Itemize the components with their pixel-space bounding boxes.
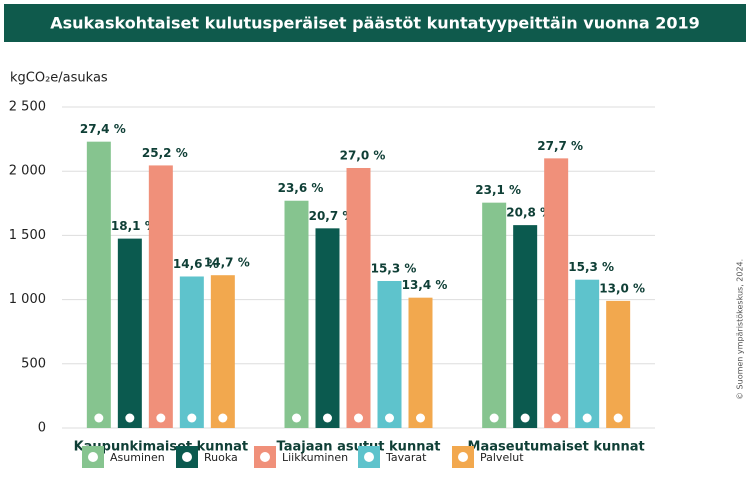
bar-icon [323,413,332,423]
bar [513,225,538,428]
y-tick-label: 500 [21,356,46,371]
share-label: 14,7 % [204,256,250,270]
share-label: 15,3 % [371,261,417,275]
bar-icon [489,413,499,423]
share-label: 15,3 % [568,260,614,274]
legend-label: Liikkuminen [282,451,348,464]
legend-icon [88,452,98,462]
bar [179,276,204,428]
bar-icon [94,413,104,423]
bar [210,275,235,428]
bar [544,158,569,429]
legend-label: Ruoka [204,451,238,464]
share-label: 13,4 % [402,278,448,292]
bar-icon [125,413,135,423]
x-tick-label: Maaseutumaiset kunnat [468,440,645,455]
bar-icon [582,413,592,423]
bar [86,141,111,428]
credit: © Suomen ympäristökeskus, 2024. [736,259,745,400]
y-tick-label: 1 000 [9,292,46,307]
bar-icon [551,413,561,423]
legend-icon [260,452,270,462]
share-label: 23,1 % [475,183,521,197]
share-label: 27,4 % [80,122,126,136]
y-tick-label: 2 000 [9,164,46,179]
share-label: 25,2 % [142,146,188,160]
share-label: 18,1 % [111,219,157,233]
bar [346,167,371,429]
legend-label: Tavarat [385,451,427,464]
bar-icon [218,413,228,423]
bar-icon [416,413,425,423]
legend-icon [182,452,192,462]
share-label: 13,0 % [599,281,645,295]
legend-icon [458,452,468,462]
x-tick-label: Kaupunkimaiset kunnat [74,440,248,455]
share-label: 14,6 % [173,257,219,271]
chart-title: Asukaskohtaiset kulutusperäiset päästöt … [50,14,700,33]
legend-icon [364,452,374,462]
bar [148,165,173,428]
bar-icon [156,413,166,423]
bar-icon [385,413,394,423]
legend-label: Asuminen [110,451,165,464]
bar [377,280,402,428]
share-label: 20,8 % [506,206,552,220]
bar [482,202,507,428]
bar [606,300,631,428]
bar [575,279,600,428]
share-label: 23,6 % [278,181,324,195]
y-axis-label: kgCO₂e/asukas [10,71,108,86]
bar [284,200,309,428]
title-bar [4,4,746,42]
bar-icon [613,413,623,423]
bar-icon [292,413,301,423]
bar-icon [187,413,197,423]
bar-icon [354,413,363,423]
y-tick-label: 1 500 [9,228,46,243]
bar [117,238,142,428]
share-label: 27,0 % [340,148,386,162]
legend-label: Palvelut [480,451,524,464]
y-tick-label: 0 [38,421,46,436]
bar [315,228,340,428]
bar-icon [520,413,530,423]
share-label: 27,7 % [537,139,583,153]
bar [408,297,433,428]
share-label: 20,7 % [309,209,355,223]
y-tick-label: 2 500 [9,100,46,115]
